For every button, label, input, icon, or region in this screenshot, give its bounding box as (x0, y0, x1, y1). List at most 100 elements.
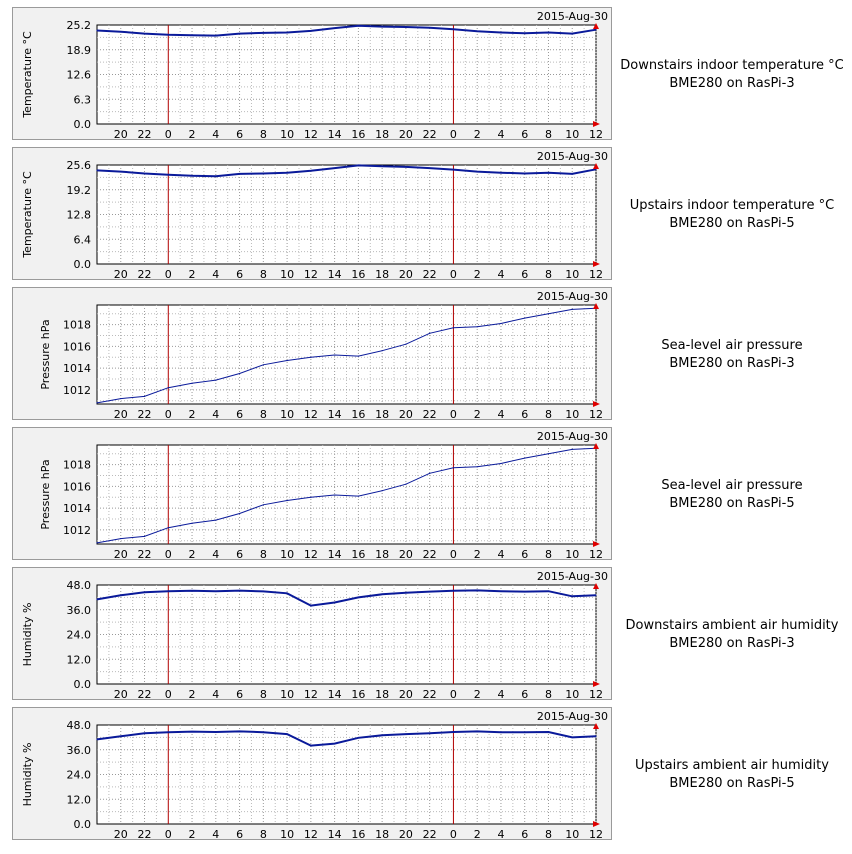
chart-caption: Upstairs indoor temperature °C BME280 on … (612, 197, 852, 233)
data-point (571, 173, 573, 175)
x-tick-label: 20 (399, 408, 413, 419)
data-point (571, 736, 573, 738)
date-label: 2015-Aug-30 (537, 570, 608, 583)
data-point (357, 495, 359, 497)
x-tick-label: 4 (212, 688, 219, 699)
x-tick-label: 22 (423, 688, 437, 699)
chart-panel: 20 22 0 2 4 6 8 10 12 14 16 18 20 22 0 2 4 6 8 10 12 0.0 6.3 12… (12, 7, 612, 140)
data-point (286, 31, 288, 34)
x-tick-label: 18 (375, 548, 389, 559)
data-point (96, 29, 98, 32)
caption-title: Downstairs indoor temperature °C (620, 58, 844, 73)
x-axis-arrow (593, 121, 600, 127)
x-tick-label: 6 (236, 828, 243, 839)
x-tick-label: 2 (474, 128, 481, 139)
y-tick-label: 1012 (63, 384, 91, 397)
data-point (547, 172, 550, 174)
chart-caption: Downstairs indoor temperature °C BME280 o… (612, 57, 852, 93)
x-tick-label: 12 (304, 408, 318, 419)
data-point (262, 172, 264, 175)
x-tick-label: 22 (138, 688, 152, 699)
data-point (476, 589, 478, 591)
data-point (120, 537, 122, 540)
x-tick-label: 2 (474, 548, 481, 559)
x-tick-label: 6 (236, 548, 243, 559)
data-point (215, 35, 217, 37)
data-point (334, 742, 336, 745)
x-tick-label: 6 (521, 268, 528, 279)
x-tick-label: 6 (521, 688, 528, 699)
y-tick-label: 0.0 (74, 678, 92, 691)
x-tick-label: 8 (545, 408, 552, 419)
data-point (238, 730, 241, 732)
data-point (310, 605, 312, 607)
x-axis-arrow (593, 401, 600, 407)
x-tick-label: 8 (260, 828, 267, 839)
data-point (357, 164, 359, 166)
series-line (96, 447, 597, 544)
data-point (476, 326, 478, 328)
y-tick-label: 1018 (63, 459, 91, 472)
data-point (452, 169, 455, 171)
caption-sensor: BME280 on RasPi-3 (669, 356, 795, 371)
data-point (500, 590, 502, 592)
x-tick-label: 22 (423, 828, 437, 839)
data-point (476, 30, 478, 32)
data-point (262, 32, 264, 34)
data-point (334, 27, 336, 29)
data-point (167, 527, 169, 529)
x-tick-label: 18 (375, 408, 389, 419)
chart-row: 20 22 0 2 4 6 8 10 12 14 16 18 20 22 0 2 4 6 8 10 12 0.0 6.3 12… (0, 7, 852, 147)
data-point (143, 591, 146, 593)
y-tick-label: 24.0 (67, 629, 92, 642)
data-point (524, 457, 526, 459)
x-tick-label: 4 (497, 128, 504, 139)
series-line (96, 24, 597, 37)
data-point (452, 327, 455, 329)
x-tick-label: 14 (328, 548, 342, 559)
y-axis-label: Humidity % (21, 603, 34, 667)
data-point (381, 25, 383, 28)
data-point (595, 735, 597, 737)
x-axis-arrow (593, 821, 600, 827)
date-label: 2015-Aug-30 (537, 430, 608, 443)
x-tick-label: 14 (328, 828, 342, 839)
data-point (524, 32, 526, 34)
x-tick-label: 8 (545, 828, 552, 839)
y-tick-label: 48.0 (67, 719, 92, 732)
x-axis-arrow (593, 681, 600, 687)
data-point (429, 591, 431, 593)
x-tick-label: 20 (114, 828, 128, 839)
chart-caption: Upstairs ambient air humidity BME280 on R… (612, 757, 852, 793)
y-tick-label: 12.0 (67, 793, 92, 806)
x-tick-label: 20 (114, 688, 128, 699)
data-point (547, 31, 550, 34)
data-point (96, 169, 98, 172)
y-tick-label: 6.4 (74, 233, 92, 246)
data-point (286, 592, 288, 594)
x-tick-label: 0 (165, 268, 172, 279)
y-axis-label: Pressure hPa (39, 459, 52, 529)
x-tick-label: 20 (114, 408, 128, 419)
chart-row: 20 22 0 2 4 6 8 10 12 14 16 18 20 22 0 2 4 6 8 10 12 0.0 6.4 12… (0, 147, 852, 287)
x-tick-label: 2 (189, 688, 196, 699)
data-point (286, 359, 288, 362)
y-tick-label: 25.2 (67, 19, 92, 32)
chart-svg: 20 22 0 2 4 6 8 10 12 14 16 18 20 22 0 2 4 6 8 10 12 0.0 6.4 12… (21, 150, 608, 279)
x-tick-label: 2 (189, 128, 196, 139)
data-point (96, 738, 98, 741)
y-tick-label: 1014 (63, 362, 91, 375)
data-point (334, 167, 336, 169)
x-tick-label: 0 (165, 688, 172, 699)
x-tick-label: 12 (304, 548, 318, 559)
x-tick-label: 22 (138, 408, 152, 419)
chart-panel: 20 22 0 2 4 6 8 10 12 14 16 18 20 22 0 2 4 6 8 10 12 1012 1014… (12, 427, 612, 560)
x-tick-label: 10 (280, 828, 294, 839)
x-tick-label: 12 (589, 828, 603, 839)
plot-area (96, 444, 597, 545)
x-tick-label: 4 (212, 828, 219, 839)
data-point (191, 731, 193, 733)
y-axis-label: Pressure hPa (39, 319, 52, 389)
y-axis-arrow (593, 583, 599, 589)
data-point (405, 483, 407, 485)
